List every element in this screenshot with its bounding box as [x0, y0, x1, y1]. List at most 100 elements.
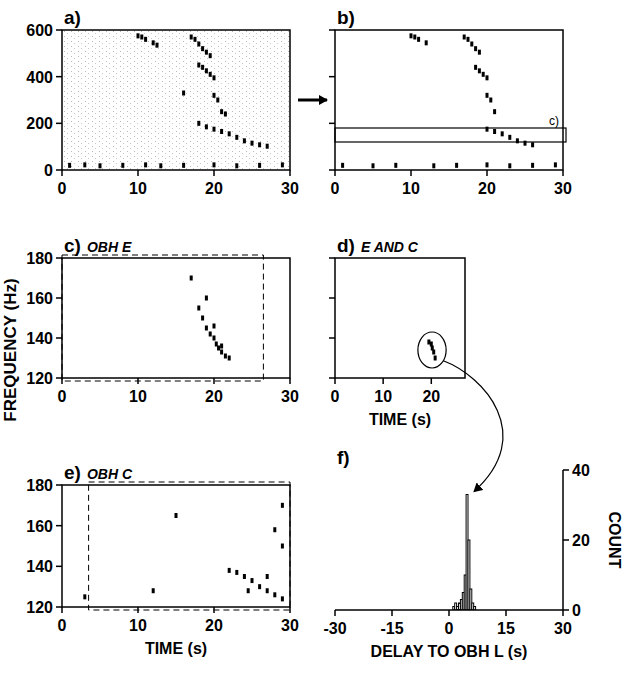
spectral-peak [220, 109, 223, 114]
panel: -30-150153002040f)DELAY TO OBH L (s)COUN… [323, 447, 623, 660]
spectral-peak [243, 138, 246, 143]
y-tick-label: 20 [572, 532, 590, 549]
x-tick-label: 0 [58, 388, 67, 405]
y-axis-title: COUNT [606, 512, 623, 569]
x-tick-label: 0 [331, 180, 340, 197]
spectral-peak [281, 544, 284, 549]
spectral-peak [213, 324, 216, 329]
link-arrow [443, 361, 503, 492]
spectral-peak [474, 46, 477, 51]
spectral-peak [205, 124, 208, 129]
x-tick [213, 378, 215, 384]
time-window [62, 255, 263, 381]
spectral-peak [201, 65, 204, 70]
spectral-peak [228, 356, 231, 361]
panel: 01020300200400600a) [26, 7, 299, 197]
y-tick-label: 180 [26, 250, 53, 267]
spectral-peak [531, 163, 534, 168]
spectral-peak [281, 503, 284, 508]
spectral-peak [251, 578, 254, 583]
marks [453, 495, 476, 611]
y-tick [329, 337, 335, 339]
y-tick-label: 160 [26, 290, 53, 307]
spectral-peak [501, 131, 504, 136]
highlight-circle [418, 332, 446, 368]
spectral-peak [197, 63, 200, 68]
spectral-peak [213, 162, 216, 167]
spectral-peak [217, 346, 220, 351]
x-tick [431, 378, 433, 384]
x-tick-label: 20 [205, 180, 223, 197]
spectral-peak [493, 109, 496, 114]
y-tick [329, 377, 335, 379]
x-axis-title: DELAY TO OBH L (s) [371, 643, 528, 660]
panel: 01020d)E AND CTIME (s) [329, 235, 465, 428]
x-axis-title: TIME (s) [145, 640, 207, 657]
spectral-peak [175, 513, 178, 518]
y-tick [329, 29, 335, 31]
y-tick [56, 525, 62, 527]
spectral-peak [220, 350, 223, 355]
panel-subtitle: OBH C [87, 466, 133, 482]
panel-letter: f) [337, 447, 350, 468]
spectral-peak [99, 163, 102, 168]
x-tick [410, 170, 412, 176]
panel-subtitle: E AND C [361, 239, 419, 255]
spectral-peak [372, 163, 375, 168]
x-tick [382, 378, 384, 384]
spectral-peak [432, 350, 435, 355]
marks [68, 33, 284, 168]
y-tick-label: 140 [26, 558, 53, 575]
y-tick [56, 566, 62, 568]
spectral-peak [482, 72, 485, 77]
panel-letter: b) [337, 7, 355, 28]
panel-letter: d) [337, 235, 355, 256]
panel-letter: a) [64, 7, 81, 28]
x-tick-label: 15 [497, 620, 515, 637]
y-tick [56, 29, 62, 31]
y-tick-label: 120 [26, 370, 53, 387]
y-axis-title: FREQUENCY (Hz) [1, 278, 20, 421]
spectral-peak [190, 35, 193, 40]
spectral-peak [258, 142, 261, 147]
x-tick-label: 30 [281, 180, 299, 197]
marks [341, 33, 557, 168]
spectral-peak [410, 33, 413, 38]
x-tick-label: 30 [554, 180, 572, 197]
spectral-peak [235, 135, 238, 140]
y-tick [329, 257, 335, 259]
y-tick-label: 120 [26, 599, 53, 616]
marks [190, 276, 231, 361]
x-tick-label: 10 [129, 180, 147, 197]
x-tick [289, 378, 291, 384]
x-axis-title: TIME (s) [369, 411, 431, 428]
spectral-peak [194, 37, 197, 42]
y-tick [56, 123, 62, 125]
spectral-peak [213, 336, 216, 341]
x-tick-label: 0 [58, 617, 67, 634]
spectral-peak [554, 162, 557, 167]
x-tick [213, 170, 215, 176]
x-tick-label: -15 [380, 620, 403, 637]
spectral-peak [474, 65, 477, 70]
x-tick [61, 170, 63, 176]
x-tick [334, 170, 336, 176]
y-tick [56, 297, 62, 299]
y-tick-label: 600 [26, 22, 53, 39]
y-tick-label: 0 [572, 602, 581, 619]
spectral-peak [531, 142, 534, 147]
arrow [298, 99, 327, 102]
x-tick-label: 20 [478, 180, 496, 197]
spectral-peak [190, 276, 193, 281]
x-tick [505, 610, 507, 616]
y-tick [56, 76, 62, 78]
spectral-peak [266, 574, 269, 579]
y-tick [56, 169, 62, 171]
spectral-peak [205, 326, 208, 331]
spectral-peak [220, 129, 223, 134]
y-tick-label: 0 [44, 162, 53, 179]
y-tick-label: 180 [26, 477, 53, 494]
panel: 0102030b)c) [329, 7, 572, 197]
spectral-peak [224, 354, 227, 359]
spectral-peak [478, 50, 481, 55]
